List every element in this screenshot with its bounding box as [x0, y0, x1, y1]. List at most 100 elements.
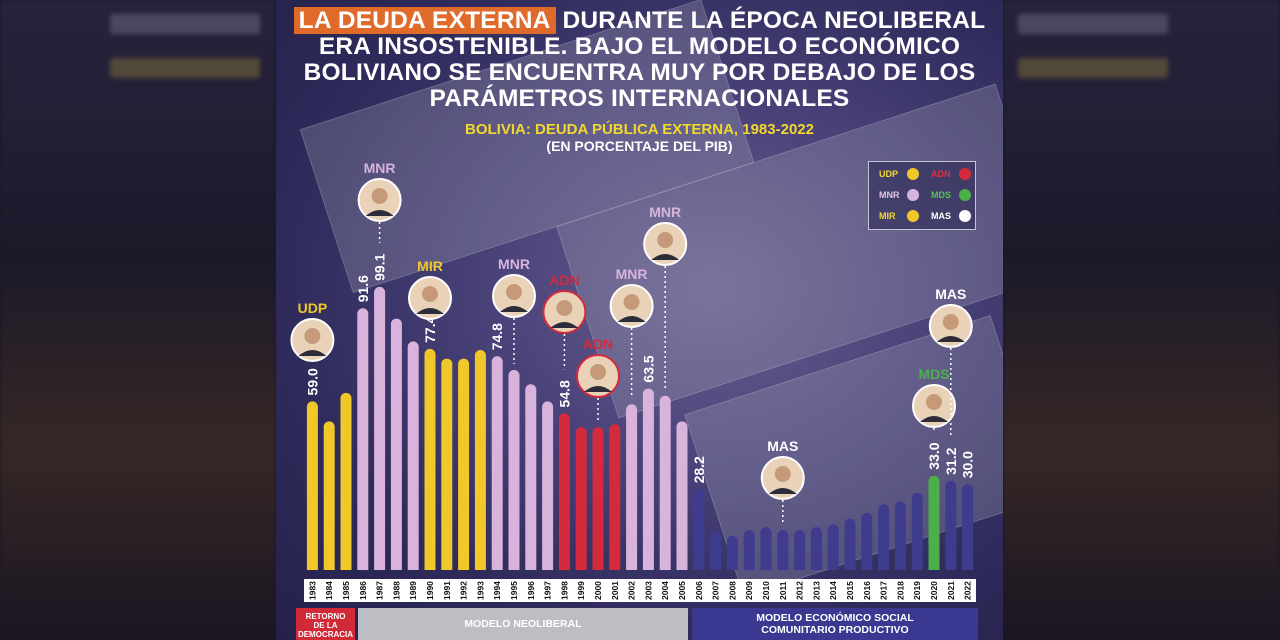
legend-label: ADN — [931, 169, 951, 179]
legend-dot — [959, 210, 971, 222]
annotation-label-mnr-2004: MNR — [649, 204, 681, 220]
data-label-1990: 77.4 — [422, 315, 438, 342]
era-social-line1: MODELO ECONÓMICO SOCIAL — [756, 612, 914, 624]
year-tick-2002: 2002 — [627, 581, 637, 600]
era-retorno-democracia: RETORNO DE LA DEMOCRACIA — [296, 608, 355, 640]
bar-2020 — [928, 475, 940, 570]
data-label-1998: 54.8 — [556, 380, 572, 407]
portrait-face — [422, 286, 438, 302]
bar-2007 — [710, 530, 722, 570]
year-tick-2004: 2004 — [660, 581, 670, 600]
year-tick-1992: 1992 — [459, 581, 469, 600]
bar-2008 — [726, 535, 738, 570]
legend-dot — [907, 210, 919, 222]
legend-label: MDS — [931, 190, 951, 200]
portrait-body — [617, 316, 646, 322]
year-tick-1994: 1994 — [492, 581, 502, 600]
headline: LA DEUDA EXTERNA DURANTE LA ÉPOCA NEOLIB… — [276, 7, 1003, 112]
portrait-face — [774, 466, 791, 482]
bar-2015 — [844, 518, 856, 570]
year-tick-2005: 2005 — [677, 581, 687, 600]
data-label-1994: 74.8 — [489, 323, 505, 350]
year-tick-2008: 2008 — [727, 581, 737, 600]
headline-line2: ERA INSOSTENIBLE. BAJO EL MODELO ECONÓMI… — [318, 33, 961, 60]
year-tick-1990: 1990 — [425, 581, 435, 600]
portrait-face — [623, 294, 640, 310]
portrait-face — [657, 232, 674, 248]
portrait-body — [651, 254, 680, 260]
era-retorno-line3: DEMOCRACIA — [297, 629, 354, 639]
bar-1992 — [458, 358, 470, 570]
year-tick-2015: 2015 — [845, 581, 855, 600]
portrait-body — [365, 210, 394, 216]
year-axis-background — [304, 579, 976, 602]
portrait-face — [590, 364, 606, 380]
bar-1995 — [508, 370, 520, 570]
year-tick-1991: 1991 — [442, 581, 452, 600]
year-tick-2010: 2010 — [761, 581, 771, 600]
annotation-label-mas-2011: MAS — [767, 438, 798, 454]
headline-highlight: LA DEUDA EXTERNA — [293, 7, 556, 34]
year-tick-1993: 1993 — [475, 581, 485, 600]
year-tick-1985: 1985 — [341, 581, 351, 600]
bar-1987 — [374, 286, 386, 570]
bar-1986 — [357, 308, 369, 570]
bar-1988 — [390, 318, 402, 570]
bar-2019 — [911, 492, 923, 570]
bar-1999 — [575, 427, 587, 570]
bar-2009 — [743, 530, 755, 570]
bar-2014 — [827, 524, 839, 570]
era-modelo-social: MODELO ECONÓMICO SOCIAL COMUNITARIO PROD… — [692, 608, 978, 640]
annotation-label-mir-1990: MIR — [417, 258, 443, 274]
era-social-line2: COMUNITARIO PRODUCTIVO — [761, 624, 909, 636]
blurred-text-strip — [1018, 14, 1168, 34]
year-tick-2021: 2021 — [946, 581, 956, 600]
data-label-2021: 31.2 — [943, 447, 959, 474]
year-tick-2020: 2020 — [929, 581, 939, 600]
portrait-body — [416, 308, 444, 314]
portrait-face — [371, 188, 388, 204]
era-neoliberal-label: MODELO NEOLIBERAL — [464, 618, 582, 630]
legend-dot — [959, 189, 971, 201]
portrait-body — [920, 416, 948, 422]
bar-2004 — [659, 395, 671, 570]
legend-item-mnr: MNR — [871, 185, 923, 205]
blurred-left-background — [0, 0, 276, 640]
year-tick-2018: 2018 — [895, 581, 905, 600]
bar-2016 — [861, 512, 873, 570]
annotation-label-adn-2000: ADN — [583, 336, 613, 352]
portrait-body — [550, 322, 579, 328]
bar-1989 — [407, 341, 419, 570]
data-label-1986: 91.6 — [355, 275, 371, 302]
party-legend: UDP ADN MNR MDS MIR MAS — [868, 161, 976, 230]
legend-label: UDP — [879, 169, 899, 179]
portrait-face — [942, 314, 959, 330]
bar-2018 — [894, 501, 906, 570]
year-tick-1999: 1999 — [576, 581, 586, 600]
year-tick-2014: 2014 — [828, 581, 838, 600]
annotation-label-mas-2021: MAS — [935, 286, 966, 302]
year-tick-2017: 2017 — [879, 581, 889, 600]
blurred-text-strip — [110, 14, 260, 34]
blurred-right-background — [1003, 0, 1280, 640]
bar-2022 — [962, 484, 974, 570]
headline-line4: PARÁMETROS INTERNACIONALES — [429, 85, 850, 112]
headline-line1: DURANTE LA ÉPOCA NEOLIBERAL — [555, 7, 986, 34]
year-tick-2019: 2019 — [912, 581, 922, 600]
portrait-body — [768, 488, 797, 494]
year-tick-2022: 2022 — [963, 581, 973, 600]
bar-1985 — [340, 392, 352, 570]
annotation-label-mnr-1987: MNR — [364, 160, 396, 176]
bar-1994 — [491, 356, 503, 570]
bar-2021 — [945, 480, 957, 570]
year-tick-1996: 1996 — [526, 581, 536, 600]
era-retorno-line1: RETORNO — [305, 611, 346, 621]
legend-item-mir: MIR — [871, 206, 923, 226]
headline-line3: BOLIVIANO SE ENCUENTRA MUY POR DEBAJO DE… — [303, 59, 976, 86]
chart-title: BOLIVIA: DEUDA PÚBLICA EXTERNA, 1983-202… — [465, 121, 814, 138]
year-tick-2016: 2016 — [862, 581, 872, 600]
bar-1983 — [306, 401, 318, 570]
data-label-2003: 63.5 — [640, 355, 656, 382]
legend-dot — [907, 168, 919, 180]
portrait-body — [298, 350, 327, 356]
